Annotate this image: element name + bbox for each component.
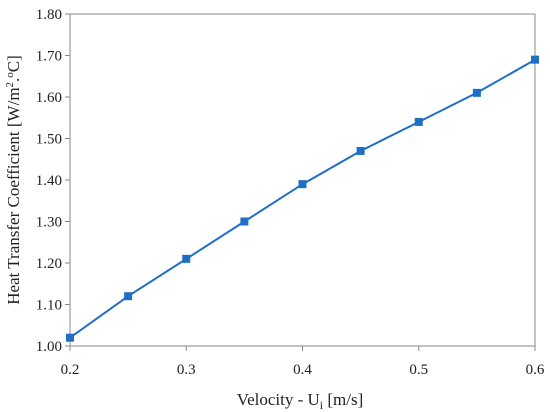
data-point-marker — [472, 88, 481, 97]
series-line — [69, 58, 536, 339]
data-point-marker — [414, 117, 423, 126]
y-tick-label: 1.20 — [36, 256, 62, 272]
x-tick-label: 0.6 — [526, 362, 545, 378]
x-axis-ticks: 0.2 0.3 0.4 0.5 0.6 — [61, 346, 545, 378]
y-tick-label: 1.00 — [36, 339, 62, 355]
x-tick-label: 0.4 — [293, 362, 312, 378]
x-tick-label: 0.2 — [61, 362, 80, 378]
y-tick-label: 1.70 — [36, 49, 62, 65]
y-tick-label: 1.30 — [36, 215, 62, 231]
y-tick-label: 1.10 — [36, 298, 62, 314]
y-tick-label: 1.60 — [36, 90, 62, 106]
x-axis-title: Velocity - Ui [m/s] — [237, 390, 364, 412]
data-point-marker — [240, 217, 249, 226]
plot-frame — [69, 13, 536, 347]
data-point-marker — [182, 254, 191, 263]
y-tick-label: 1.50 — [36, 132, 62, 148]
data-point-marker — [531, 55, 539, 64]
x-tick-label: 0.5 — [409, 362, 428, 378]
x-tick-label: 0.3 — [177, 362, 196, 378]
data-point-marker — [124, 292, 133, 301]
y-axis-ticks: 1.00 1.10 1.20 1.30 1.40 1.50 1.60 1.70 1.80 — [36, 7, 70, 355]
y-tick-label: 1.40 — [36, 173, 62, 189]
data-point-marker — [298, 180, 307, 189]
data-point-marker — [356, 146, 365, 155]
series-layer — [66, 55, 539, 342]
y-tick-label: 1.80 — [36, 7, 62, 23]
y-axis-title: Heat Transfer Coefficient [W/m2.oC] — [4, 55, 23, 305]
data-point-marker — [66, 333, 74, 342]
